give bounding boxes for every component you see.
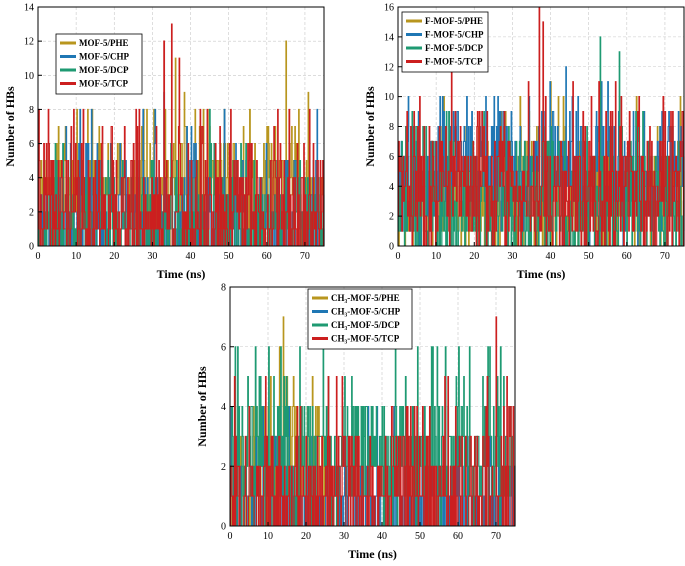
legend-label: F-MOF-5/DCP [425, 43, 483, 53]
x-tick-label: 40 [377, 531, 387, 542]
legend-label: CH₃-MOF-5/CHP [331, 307, 401, 317]
legend: CH₃-MOF-5/PHE CH₃-MOF-5/CHP CH₃-MOF-5/DCP C… [307, 288, 413, 350]
y-tick-label: 2 [29, 207, 34, 218]
y-tick-label: 0 [389, 242, 394, 253]
y-tick-label: 12 [384, 62, 394, 73]
y-tick-label: 0 [29, 242, 34, 253]
x-tick-label: 10 [263, 531, 273, 542]
y-tick-label: 8 [29, 105, 34, 116]
y-tick-label: 2 [221, 462, 226, 473]
legend-label: CH₃-MOF-5/PHE [331, 293, 400, 303]
y-axis-label: Number of HBs [195, 366, 209, 447]
x-tick-label: 0 [228, 531, 233, 542]
legend-label: MOF-5/DCP [79, 65, 129, 75]
chart-mof5: 0 10 20 30 40 50 60 70 0 2 4 6 8 10 12 14 Time (ns) Numbe… [3, 3, 325, 281]
x-tick-label: 40 [546, 251, 556, 262]
legend-label: F-MOF-5/CHP [425, 30, 484, 40]
y-tick-label: 16 [384, 3, 394, 14]
x-tick-label: 70 [491, 531, 501, 542]
x-tick-label: 30 [147, 251, 157, 262]
x-axis-label: Time (ns) [348, 547, 397, 561]
plot-area: 0 10 20 30 40 50 60 70 0 2 4 6 8 Time (ns) Number of H… [195, 283, 516, 561]
chart-panel-ch3-mof5: 0 10 20 30 40 50 60 70 0 2 4 6 8 Time (ns) Number of H… [188, 282, 518, 566]
y-tick-label: 0 [221, 522, 226, 533]
legend-label: CH₃-MOF-5/DCP [331, 320, 400, 330]
plot-frame [37, 6, 325, 247]
y-tick-label: 10 [384, 92, 394, 103]
x-tick-label: 0 [36, 251, 41, 262]
x-tick-label: 20 [301, 531, 311, 542]
x-tick-label: 10 [71, 251, 81, 262]
y-tick-label: 12 [24, 37, 34, 48]
y-tick-label: 6 [221, 342, 226, 353]
x-tick-label: 50 [415, 531, 425, 542]
chart-panel-mof5: 0 10 20 30 40 50 60 70 0 2 4 6 8 10 12 14 Time (ns) Numbe… [0, 0, 330, 290]
x-tick-label: 30 [507, 251, 517, 262]
x-tick-label: 0 [396, 251, 401, 262]
x-tick-label: 60 [453, 531, 463, 542]
x-tick-label: 30 [339, 531, 349, 542]
y-tick-label: 4 [221, 402, 226, 413]
y-tick-label: 8 [221, 283, 226, 294]
x-tick-label: 60 [262, 251, 272, 262]
y-tick-label: 6 [29, 139, 34, 150]
legend-label: F-MOF-5/TCP [425, 57, 483, 67]
y-tick-label: 10 [24, 71, 34, 82]
series-line-F-MOF-5/TCP [398, 6, 685, 247]
legend-label: CH₃-MOF-5/TCP [331, 334, 400, 344]
x-tick-label: 70 [300, 251, 310, 262]
legend-label: MOF-5/TCP [79, 79, 128, 89]
legend-label: F-MOF-5/PHE [425, 16, 483, 26]
x-tick-label: 60 [622, 251, 632, 262]
x-tick-label: 20 [109, 251, 119, 262]
legend-label: MOF-5/PHE [79, 38, 129, 48]
legend-label: MOF-5/CHP [79, 52, 129, 62]
chart-ch3-mof5: 0 10 20 30 40 50 60 70 0 2 4 6 8 Time (ns) Number of H… [195, 283, 516, 561]
chart-panel-f-mof5: 0 10 20 30 40 50 60 70 0 2 4 6 8 10 12 14 16 Time (ns) Num… [355, 0, 685, 290]
legend: F-MOF-5/PHE F-MOF-5/CHP F-MOF-5/DCP F-MOF-5… [401, 11, 489, 73]
y-tick-label: 14 [24, 3, 34, 14]
y-tick-label: 4 [389, 182, 394, 193]
chart-f-mof5: 0 10 20 30 40 50 60 70 0 2 4 6 8 10 12 14 16 Time (ns) Num… [363, 3, 685, 281]
x-axis-label: Time (ns) [157, 267, 206, 281]
y-tick-label: 14 [384, 32, 394, 43]
x-tick-label: 20 [469, 251, 479, 262]
y-axis-label: Number of HBs [363, 86, 377, 167]
y-tick-label: 2 [389, 212, 394, 223]
x-tick-label: 10 [431, 251, 441, 262]
y-tick-label: 4 [29, 173, 34, 184]
x-tick-label: 50 [224, 251, 234, 262]
x-tick-label: 50 [584, 251, 594, 262]
legend: MOF-5/PHE MOF-5/CHP MOF-5/DCP MOF-5/TCP [55, 33, 143, 95]
x-tick-label: 40 [186, 251, 196, 262]
y-tick-label: 6 [389, 152, 394, 163]
x-axis-label: Time (ns) [517, 267, 566, 281]
x-tick-label: 70 [660, 251, 670, 262]
series-line-MOF-5/TCP [38, 23, 324, 247]
plot-area: 0 10 20 30 40 50 60 70 0 2 4 6 8 10 12 14 Time (ns) Numbe… [3, 3, 325, 281]
series-line-CH₃-MOF-5/TCP [230, 316, 516, 527]
plot-area: 0 10 20 30 40 50 60 70 0 2 4 6 8 10 12 14 16 Time (ns) Num… [363, 3, 685, 281]
y-axis-label: Number of HBs [3, 86, 17, 167]
y-tick-label: 8 [389, 122, 394, 133]
